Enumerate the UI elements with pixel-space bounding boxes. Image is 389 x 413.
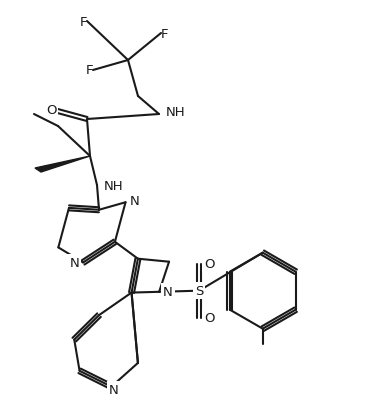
Polygon shape xyxy=(35,157,90,173)
Text: O: O xyxy=(204,257,215,271)
Text: N: N xyxy=(69,256,79,269)
Text: S: S xyxy=(195,285,203,297)
Text: N: N xyxy=(130,194,139,207)
Text: N: N xyxy=(109,383,118,396)
Text: O: O xyxy=(204,311,215,325)
Text: F: F xyxy=(85,64,93,77)
Text: NH: NH xyxy=(104,179,124,192)
Text: N: N xyxy=(163,286,173,299)
Text: O: O xyxy=(46,104,56,117)
Text: F: F xyxy=(161,27,169,40)
Text: F: F xyxy=(79,15,87,28)
Text: NH: NH xyxy=(166,106,186,119)
